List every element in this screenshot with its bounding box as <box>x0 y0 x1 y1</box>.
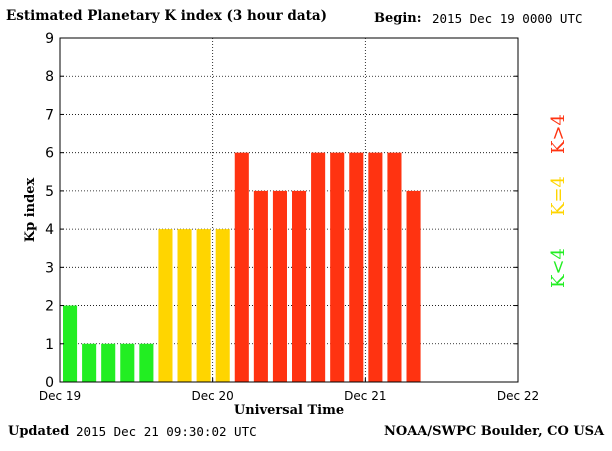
kp-bar <box>196 229 211 382</box>
x-tick-label: Dec 19 <box>39 389 81 403</box>
y-tick-label: 5 <box>45 184 54 200</box>
x-tick-labels: Dec 19 Dec 20 Dec 21 Dec 22 <box>39 378 539 403</box>
y-axis-label: Kp index <box>23 178 38 243</box>
begin-label: Begin: <box>374 11 422 26</box>
y-tick-label: 9 <box>45 31 54 47</box>
y-tick-label: 4 <box>45 222 54 238</box>
x-tick-label: Dec 22 <box>497 389 539 403</box>
chart-title: Estimated Planetary K index (3 hour data… <box>6 8 327 24</box>
kp-bar <box>292 190 307 382</box>
legend-label: K>4 <box>548 114 569 154</box>
threshold-legend: K<4 K=4 K>4 <box>548 114 569 288</box>
x-axis-label: Universal Time <box>234 403 344 418</box>
plot-frame <box>59 37 519 383</box>
kp-bar <box>234 152 249 382</box>
kp-bar <box>349 152 364 382</box>
updated-value: 2015 Dec 21 09:30:02 UTC <box>76 424 257 439</box>
kp-bar <box>387 152 402 382</box>
kp-bar <box>101 343 116 382</box>
y-tick-labels: 0 1 2 3 4 5 6 7 8 9 <box>45 31 518 391</box>
kp-bar <box>63 305 78 382</box>
legend-label: K=4 <box>548 176 569 216</box>
bars-group <box>63 152 421 382</box>
kp-bar <box>330 152 345 382</box>
y-tick-label: 2 <box>45 299 54 315</box>
legend-label: K<4 <box>548 248 569 288</box>
kp-bar <box>139 343 154 382</box>
x-tick-label: Dec 21 <box>344 389 386 403</box>
y-tick-label: 1 <box>45 337 54 353</box>
kp-bar <box>311 152 326 382</box>
y-tick-label: 8 <box>45 69 54 85</box>
kp-bar <box>158 229 173 382</box>
kp-bar <box>253 190 268 382</box>
kp-bar <box>272 190 287 382</box>
kp-bar <box>82 343 97 382</box>
kp-bar <box>215 229 230 382</box>
kp-bar <box>406 190 421 382</box>
x-tick-label: Dec 20 <box>192 389 234 403</box>
kp-bar <box>177 229 192 382</box>
y-tick-label: 3 <box>45 260 54 276</box>
y-tick-label: 7 <box>45 107 54 123</box>
updated-label: Updated <box>8 424 70 439</box>
y-tick-label: 0 <box>45 375 54 391</box>
kp-bar <box>368 152 383 382</box>
y-tick-label: 6 <box>45 146 54 162</box>
agency-credit: NOAA/SWPC Boulder, CO USA <box>384 424 605 439</box>
kp-bar <box>120 343 135 382</box>
begin-value: 2015 Dec 19 0000 UTC <box>432 11 583 26</box>
grid-lines <box>60 38 518 382</box>
